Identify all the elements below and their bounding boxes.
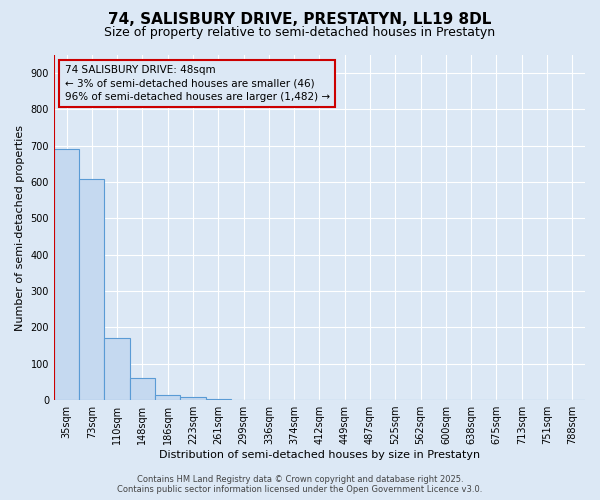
Bar	[54, 150, 79, 400]
Text: Size of property relative to semi-detached houses in Prestatyn: Size of property relative to semi-detach…	[104, 26, 496, 39]
Bar	[104, 338, 130, 400]
Y-axis label: Number of semi-detached properties: Number of semi-detached properties	[15, 124, 25, 330]
Text: 74, SALISBURY DRIVE, PRESTATYN, LL19 8DL: 74, SALISBURY DRIVE, PRESTATYN, LL19 8DL	[109, 12, 491, 28]
Bar	[79, 178, 104, 400]
X-axis label: Distribution of semi-detached houses by size in Prestatyn: Distribution of semi-detached houses by …	[159, 450, 480, 460]
Bar	[181, 397, 206, 400]
Bar	[130, 378, 155, 400]
Bar	[155, 394, 181, 400]
Text: Contains HM Land Registry data © Crown copyright and database right 2025.
Contai: Contains HM Land Registry data © Crown c…	[118, 474, 482, 494]
Text: 74 SALISBURY DRIVE: 48sqm
← 3% of semi-detached houses are smaller (46)
96% of s: 74 SALISBURY DRIVE: 48sqm ← 3% of semi-d…	[65, 66, 329, 102]
